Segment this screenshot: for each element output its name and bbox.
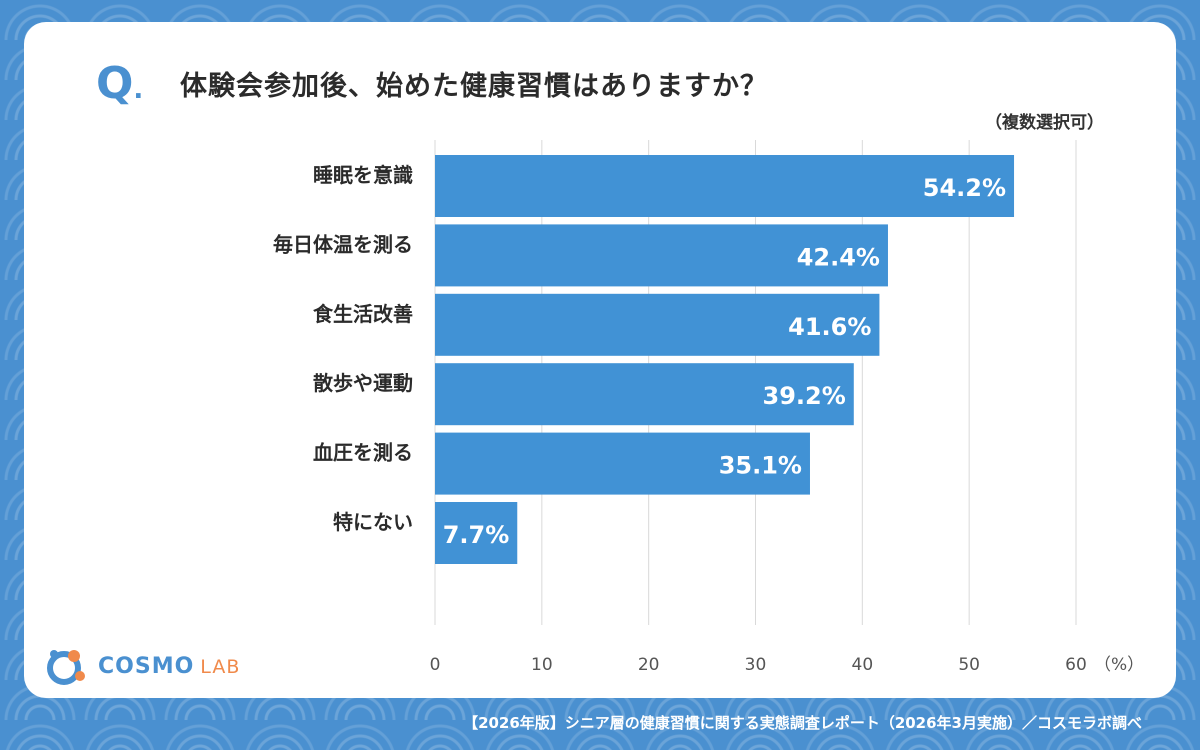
logo-text: COSMO LAB xyxy=(98,654,240,679)
bar xyxy=(435,363,854,426)
x-tick-label: 50 xyxy=(958,655,980,675)
category-label: 食生活改善 xyxy=(313,302,413,326)
logo-suffix: LAB xyxy=(200,655,241,678)
category-label: 散歩や運動 xyxy=(313,371,413,395)
cosmo-lab-logo-icon xyxy=(47,650,85,685)
source-footer: 【2026年版】シニア層の健康習慣に関する実態調査レポート（2026年3月実施）… xyxy=(463,714,1142,732)
bar xyxy=(435,155,1015,217)
x-tick-label: 20 xyxy=(638,655,660,675)
x-tick-label: 30 xyxy=(745,655,767,675)
bar xyxy=(435,224,888,287)
q-dot: . xyxy=(133,75,144,105)
x-tick-label: 10 xyxy=(531,655,553,675)
question-title: 体験会参加後、始めた健康習慣はありますか？ xyxy=(180,71,768,102)
data-label: 42.4% xyxy=(797,243,880,271)
bar xyxy=(435,432,810,495)
question-note: （複数選択可） xyxy=(985,113,1104,133)
logo: COSMO LAB xyxy=(46,646,240,686)
data-label: 39.2% xyxy=(763,382,846,410)
category-label: 睡眠を意識 xyxy=(313,163,413,187)
x-tick-label: 0 xyxy=(430,655,441,675)
category-label: 特にない xyxy=(333,510,413,534)
card xyxy=(24,22,1176,698)
bar xyxy=(435,502,518,564)
question-mark-label: Q. xyxy=(96,62,143,106)
data-label: 54.2% xyxy=(923,174,1006,202)
x-tick-label: 40 xyxy=(852,655,874,675)
bar xyxy=(435,293,880,356)
q-letter: Q xyxy=(96,58,134,109)
logo-brand: COSMO xyxy=(98,653,195,679)
category-label: 毎日体温を測る xyxy=(273,232,413,256)
data-label: 41.6% xyxy=(788,313,871,341)
data-label: 35.1% xyxy=(719,452,802,480)
x-unit-label: （%） xyxy=(1094,655,1144,675)
data-label: 7.7% xyxy=(443,521,510,549)
x-tick-label: 60 xyxy=(1065,655,1087,675)
category-label: 血圧を測る xyxy=(313,441,413,465)
